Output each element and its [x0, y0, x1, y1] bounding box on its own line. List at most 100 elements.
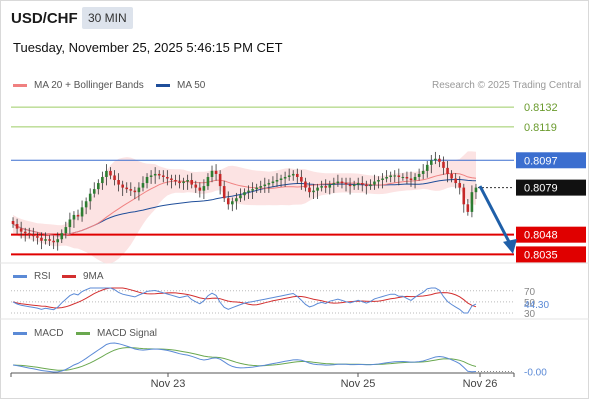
candle-body — [332, 183, 336, 185]
candle-body — [109, 170, 112, 176]
legend-rsi-label: RSI — [34, 271, 51, 282]
candle-body — [243, 192, 246, 196]
candle-body — [283, 176, 287, 179]
candle-body — [295, 173, 299, 177]
candle-body — [141, 183, 145, 188]
level-label: 0.8048 — [524, 230, 558, 242]
candle-body — [393, 175, 397, 177]
candle-body — [352, 184, 356, 187]
candle-body — [348, 184, 352, 187]
candle-body — [52, 240, 55, 243]
candle-body — [174, 180, 177, 182]
candle-body — [458, 183, 462, 188]
candle-body — [421, 170, 425, 174]
candle-body — [235, 198, 238, 202]
candle-body — [271, 181, 275, 184]
candle-body — [401, 176, 405, 178]
candle-body — [92, 189, 96, 194]
candle-body — [438, 158, 441, 162]
legend-rsi: RSI — [13, 271, 51, 282]
candle-body — [194, 184, 198, 188]
x-axis-tick-label: Nov 25 — [341, 378, 376, 390]
rsi-tick-label: 70 — [524, 287, 536, 298]
macd-swatch — [13, 332, 27, 335]
candle-body — [369, 184, 372, 187]
candle-body — [360, 183, 364, 185]
candle-body — [97, 183, 100, 190]
candle-body — [105, 170, 108, 177]
level-badge-pivot — [516, 152, 586, 169]
candle-body — [275, 180, 279, 182]
candle-body — [121, 184, 124, 188]
candle-body — [214, 170, 218, 174]
candle-body — [129, 189, 133, 191]
candle-body — [137, 187, 141, 193]
candle-body — [356, 183, 360, 185]
candle-body — [32, 234, 35, 237]
candle-body — [157, 173, 161, 176]
candle-body — [145, 176, 149, 184]
source-credit: Research © 2025 Trading Central — [432, 80, 582, 91]
candle-body — [377, 180, 380, 182]
candle-body — [251, 189, 254, 191]
candle-body — [190, 180, 194, 185]
rsi-swatch — [13, 275, 27, 278]
interval-button[interactable]: 30 MIN — [82, 7, 133, 29]
candle-body — [373, 181, 376, 185]
last-price-badge — [516, 179, 586, 196]
candle-body — [279, 178, 283, 181]
candle-body — [166, 176, 169, 179]
rsi-ma-swatch — [62, 275, 76, 278]
candle-body — [206, 176, 210, 187]
last-price-label: 0.8079 — [524, 183, 558, 195]
candle-body — [287, 175, 291, 177]
candle-body — [316, 187, 319, 191]
candle-body — [48, 239, 51, 241]
candle-body — [344, 183, 348, 185]
candle-body — [76, 214, 80, 217]
candle-body — [263, 184, 267, 187]
candle-body — [446, 167, 449, 174]
candle-body — [340, 181, 344, 184]
candle-body — [385, 176, 388, 179]
x-axis-tick-label: Nov 26 — [463, 378, 498, 390]
candle-body — [450, 173, 453, 179]
candle-body — [36, 236, 39, 238]
candle-body — [300, 176, 303, 182]
level-badge-support — [516, 246, 586, 263]
candle-body — [320, 186, 323, 188]
candle-body — [125, 187, 129, 190]
candle-body — [27, 233, 31, 235]
level-label: 0.8035 — [524, 249, 558, 261]
candle-body — [425, 164, 429, 171]
rsi-tick-label: 50 — [524, 298, 536, 309]
candle-body — [222, 186, 226, 199]
candle-body — [409, 178, 413, 181]
candle-body — [291, 173, 295, 176]
macd-tick-label: -0.00 — [524, 367, 547, 378]
level-label: 0.8132 — [524, 102, 558, 114]
candle-body — [413, 176, 417, 181]
legend-ma50: MA 50 — [156, 80, 205, 91]
level-label: 0.8119 — [524, 122, 557, 134]
candle-body — [84, 201, 88, 208]
candle-body — [430, 160, 433, 165]
candle-body — [153, 173, 157, 176]
candle-body — [178, 181, 181, 184]
chart-timestamp: Tuesday, November 25, 2025 5:46:15 PM CE… — [13, 40, 283, 55]
candle-body — [80, 207, 84, 217]
legend-macd-signal: MACD Signal — [76, 328, 157, 339]
candle-body — [434, 158, 437, 161]
candle-body — [417, 173, 421, 177]
candle-body — [186, 180, 189, 182]
candle-body — [312, 190, 315, 193]
candle-body — [466, 204, 470, 212]
candle-body — [308, 187, 311, 193]
legend-rsi-ma-label: 9MA — [83, 271, 104, 282]
candle-body — [170, 178, 173, 181]
candle-body — [389, 175, 392, 177]
candle-body — [19, 228, 23, 232]
macd-signal-line — [12, 347, 477, 371]
